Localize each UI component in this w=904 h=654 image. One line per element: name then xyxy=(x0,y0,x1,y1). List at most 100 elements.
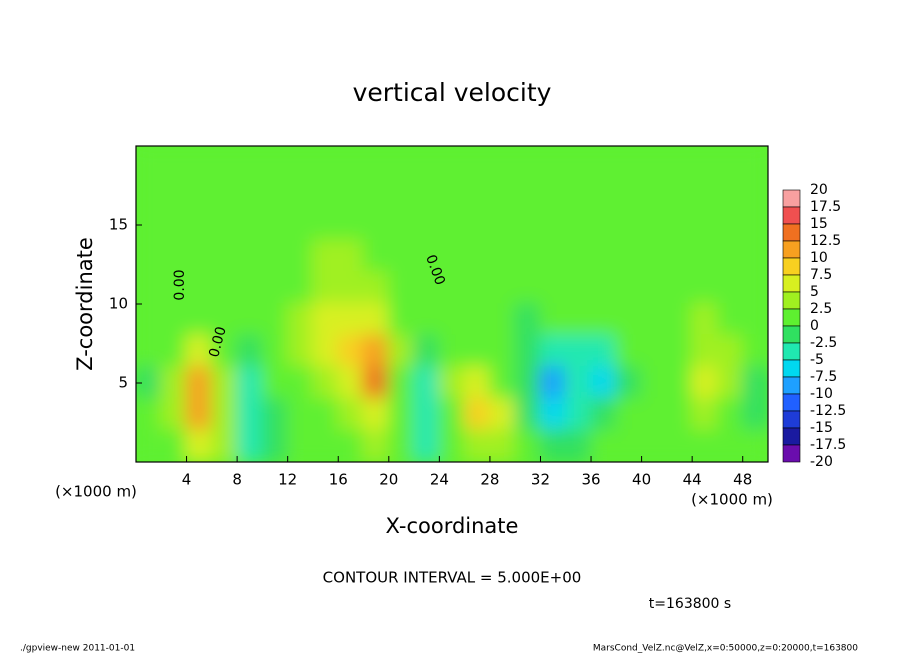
colorbar-band xyxy=(782,291,801,310)
field-cell xyxy=(665,397,694,432)
field-cell xyxy=(311,397,340,432)
field-cell xyxy=(337,334,365,369)
field-cell xyxy=(539,397,567,432)
field-cell xyxy=(590,397,618,432)
colorbar-tick-label: 17.5 xyxy=(810,199,841,215)
field-cell xyxy=(185,366,213,400)
field-cell xyxy=(691,146,719,179)
field-cell xyxy=(488,366,517,400)
footer-right: MarsCond_VelZ.nc@VelZ,x=0:50000,z=0:2000… xyxy=(593,644,858,654)
field-cell xyxy=(463,208,491,242)
field-cell xyxy=(665,208,694,242)
x-tick-label: 28 xyxy=(480,471,499,489)
field-cell xyxy=(590,429,618,462)
field-cell xyxy=(387,429,416,462)
field-cell xyxy=(337,208,365,242)
field-cell xyxy=(362,303,390,337)
field-cell xyxy=(640,271,668,305)
field-cell xyxy=(337,239,365,274)
field-cell xyxy=(488,271,517,305)
field-cell xyxy=(691,208,719,242)
field-cell xyxy=(691,239,719,274)
field-cell xyxy=(387,271,416,305)
field-cell xyxy=(640,176,668,211)
field-cell xyxy=(210,366,239,400)
field-cell xyxy=(514,146,542,179)
y-tick-label: 5 xyxy=(118,374,128,392)
field-cell xyxy=(640,208,668,242)
x-tick-label: 8 xyxy=(232,471,242,489)
field-cell xyxy=(590,146,618,179)
field-clip xyxy=(136,146,768,462)
field-cell xyxy=(413,271,441,305)
time-label: t=163800 s xyxy=(649,596,731,612)
field-cell xyxy=(337,366,365,400)
field-cell xyxy=(136,334,163,369)
field-cell xyxy=(716,334,744,369)
field-cell xyxy=(539,334,567,369)
field-cell xyxy=(539,239,567,274)
field-cell xyxy=(362,271,390,305)
field-cell xyxy=(438,303,466,337)
field-cell xyxy=(261,176,289,211)
field-cell xyxy=(488,146,517,179)
field-cell xyxy=(615,146,643,179)
field-cell xyxy=(362,334,390,369)
colorbar-tick-label: 12.5 xyxy=(810,233,841,249)
colorbar-tick-label: -12.5 xyxy=(810,403,846,419)
field-cell xyxy=(160,303,188,337)
field-cell xyxy=(286,239,314,274)
field-cell xyxy=(362,397,390,432)
field-cell xyxy=(387,303,416,337)
field-cell xyxy=(640,397,668,432)
field-cell xyxy=(741,334,768,369)
field-cell xyxy=(286,397,314,432)
colorbar-band xyxy=(782,274,801,293)
field-cell xyxy=(716,146,744,179)
field-cell xyxy=(488,239,517,274)
field-cell xyxy=(716,397,744,432)
field-cell xyxy=(463,303,491,337)
contour-interval: CONTOUR INTERVAL = 5.000E+00 xyxy=(323,569,582,587)
field-cell xyxy=(488,176,517,211)
colorbar-tick-label: 20 xyxy=(810,182,828,198)
field-cell xyxy=(716,429,744,462)
field-cell xyxy=(463,239,491,274)
field-cell xyxy=(615,271,643,305)
x-tick-label: 16 xyxy=(329,471,348,489)
field-cell xyxy=(590,271,618,305)
x-tick-label: 12 xyxy=(278,471,297,489)
field-cell xyxy=(413,397,441,432)
field-cell xyxy=(438,429,466,462)
colorbar-band xyxy=(782,427,801,446)
field-cell xyxy=(488,303,517,337)
field-cell xyxy=(136,303,163,337)
field-cell xyxy=(615,397,643,432)
field-cell xyxy=(413,176,441,211)
field-cell xyxy=(564,239,593,274)
field-cell xyxy=(362,366,390,400)
field-cell xyxy=(413,334,441,369)
x-unit: (×1000 m) xyxy=(55,483,137,501)
field-cell xyxy=(286,366,314,400)
field-cell xyxy=(185,208,213,242)
colorbar-band xyxy=(782,393,801,412)
colorbar-tick-label: -2.5 xyxy=(810,335,837,351)
colorbar-band xyxy=(782,223,801,242)
colorbar-tick-label: 2.5 xyxy=(810,301,832,317)
field-cell xyxy=(463,366,491,400)
field-cell xyxy=(539,146,567,179)
field-cell xyxy=(514,397,542,432)
field-cell xyxy=(615,334,643,369)
colorbar-tick-label: -10 xyxy=(810,386,833,402)
colorbar-band xyxy=(782,359,801,378)
field-cell xyxy=(590,366,618,400)
field-cell xyxy=(311,208,340,242)
field-cell xyxy=(311,303,340,337)
field-cell xyxy=(160,366,188,400)
field-cell xyxy=(362,146,390,179)
field-cell xyxy=(438,334,466,369)
footer-left: ./gpview-new 2011-01-01 xyxy=(20,644,135,654)
